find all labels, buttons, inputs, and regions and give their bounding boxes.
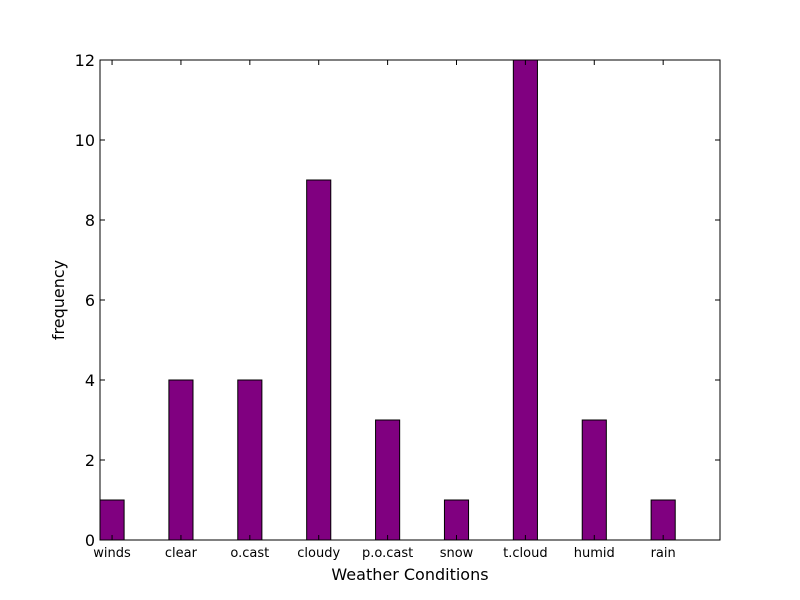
x-axis-label: Weather Conditions <box>331 565 488 584</box>
x-tick-labels: winds clear o.cast cloudy p.o.cast snow t.clou… <box>93 546 675 561</box>
bar-rain <box>650 499 676 541</box>
bar-winds <box>99 499 125 541</box>
x-tick-label: t.cloud <box>503 546 547 561</box>
plot-frame <box>99 59 721 541</box>
x-tick-label: p.o.cast <box>362 546 413 561</box>
y-axis-label: frequency <box>49 260 68 340</box>
x-tick-label: snow <box>440 546 474 561</box>
bar-t-cloud <box>512 59 538 541</box>
y-tick-label: 6 <box>85 291 95 310</box>
bar-snow <box>443 499 470 541</box>
y-tick-label: 2 <box>85 451 95 470</box>
y-tick-label: 4 <box>85 371 95 390</box>
bar-p-o-cast <box>375 419 401 541</box>
x-tick-label: cloudy <box>297 546 340 561</box>
bars-group <box>99 59 676 541</box>
y-tick-label: 0 <box>85 531 95 550</box>
y-tick-label: 8 <box>85 211 95 230</box>
ticks-group <box>100 59 720 541</box>
y-tick-label: 12 <box>75 51 95 70</box>
y-tick-label: 10 <box>75 131 95 150</box>
x-tick-label: rain <box>651 546 676 561</box>
bar-cloudy <box>306 179 332 541</box>
x-tick-label: winds <box>93 546 131 561</box>
y-tick-labels: 0 2 4 6 8 10 12 <box>75 51 95 550</box>
bar-humid <box>581 419 607 541</box>
x-tick-label: o.cast <box>230 546 269 561</box>
x-tick-label: humid <box>574 546 615 561</box>
bar-clear <box>168 379 194 541</box>
x-tick-label: clear <box>165 546 198 561</box>
bar-o-cast <box>237 379 263 541</box>
